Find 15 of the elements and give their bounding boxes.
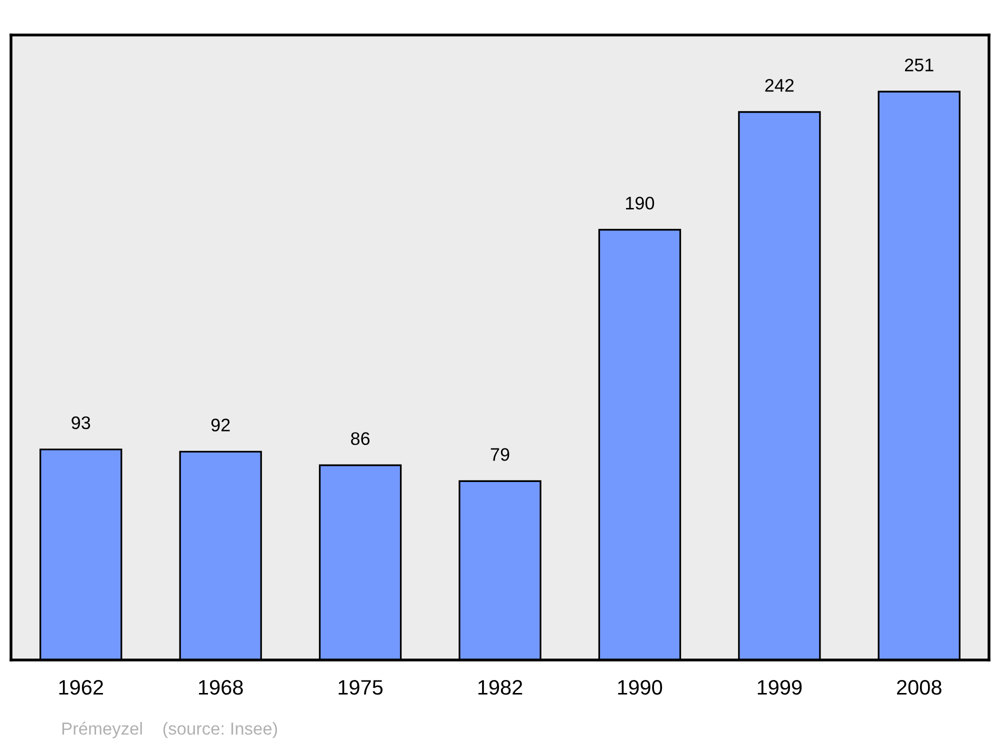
data-label: 190	[626, 196, 654, 210]
x-tick-label: 1968	[198, 680, 243, 695]
data-label: 251	[904, 58, 934, 72]
text: Prémeyzel (source: Insee)	[62, 722, 278, 738]
x-tick-label: 1990	[618, 680, 662, 695]
data-label: 242	[765, 78, 794, 92]
x-tick-label: 1975	[338, 680, 383, 695]
x-tick-label: 1982	[478, 680, 522, 695]
x-tick-label: 2008	[897, 680, 942, 695]
data-label: 93	[72, 416, 90, 430]
data-label: 79	[490, 448, 510, 461]
x-tick-label: 1999	[758, 680, 802, 695]
data-label: 92	[211, 418, 230, 432]
data-label: 86	[351, 432, 370, 446]
x-tick-label: 1962	[59, 680, 103, 695]
